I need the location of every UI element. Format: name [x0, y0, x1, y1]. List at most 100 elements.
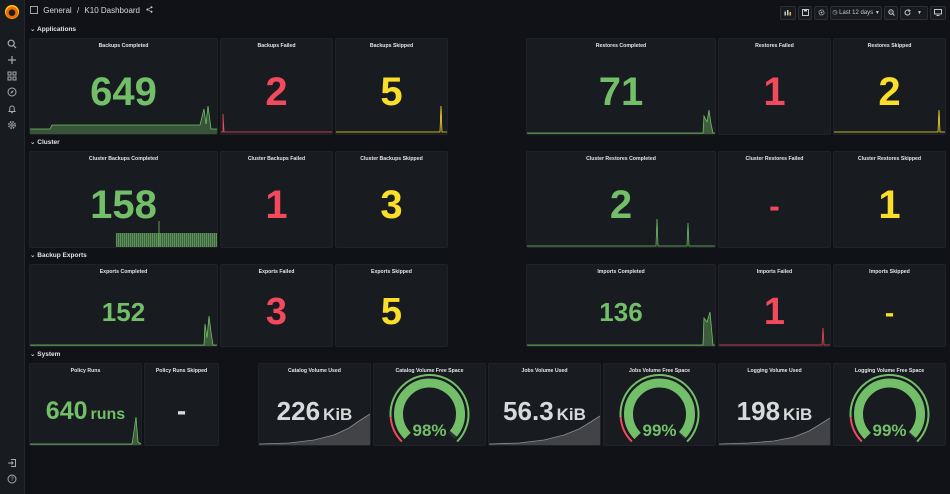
panel-backups-completed[interactable]: Backups Completed 649	[29, 38, 218, 135]
panel-title: Exports Failed	[258, 269, 295, 275]
chevron-down-icon: ▼	[874, 10, 880, 16]
settings-gear-icon[interactable]	[814, 6, 828, 20]
panel-title: Cluster Backups Skipped	[360, 156, 423, 162]
clock-icon: ◷	[832, 10, 838, 16]
panel-cluster-restores-failed[interactable]: Cluster Restores Failed -	[718, 151, 831, 248]
row-title-label: Cluster	[37, 139, 60, 146]
panel-exports-completed[interactable]: Exports Completed 152	[29, 264, 218, 347]
chevron-down-icon: ⌄	[30, 252, 36, 259]
panel-title: Catalog Volume Used	[288, 368, 341, 374]
panel-catalog-volume-used[interactable]: Catalog Volume Used 226 KiB	[258, 363, 371, 446]
svg-text:?: ?	[10, 477, 14, 483]
panel-title: Cluster Backups Completed	[88, 156, 159, 162]
row-system[interactable]: ⌄ System	[30, 350, 60, 358]
help-icon[interactable]: ?	[7, 474, 17, 484]
stat-value: 1	[763, 70, 786, 114]
stat-value-wrapper: 226 KiB	[259, 398, 370, 424]
sparkline	[834, 109, 945, 133]
panel-cluster-restores-skipped[interactable]: Cluster Restores Skipped 1	[833, 151, 946, 248]
gauge-value: 99%	[642, 421, 677, 440]
panel-jobs-volume-free[interactable]: Jobs Volume Free Space 99%	[603, 363, 716, 446]
panel-restores-failed[interactable]: Restores Failed 1	[718, 38, 831, 135]
stat-value: 1	[878, 183, 901, 227]
panel-cluster-restores-completed[interactable]: Cluster Restores Completed 2	[526, 151, 716, 248]
search-icon[interactable]	[7, 39, 17, 49]
time-range-picker[interactable]: ◷ Last 12 days ▼	[830, 6, 882, 20]
sparkline	[719, 417, 830, 445]
gauge-threshold-green	[849, 374, 930, 443]
panel-cluster-backups-failed[interactable]: Cluster Backups Failed 1	[220, 151, 333, 248]
stat-value: 71	[598, 70, 644, 114]
share-icon[interactable]	[146, 6, 153, 15]
alerting-icon[interactable]	[7, 104, 17, 114]
panel-logging-volume-used[interactable]: Logging Volume Used 198 KiB	[718, 363, 831, 446]
grafana-logo-icon[interactable]	[5, 5, 19, 19]
gauge-threshold-red	[849, 416, 863, 443]
gauge	[849, 374, 930, 443]
sign-in-icon[interactable]	[7, 458, 17, 468]
stat-unit: KiB	[323, 405, 353, 424]
panel-title: Catalog Volume Free Space	[395, 368, 464, 374]
panel-cluster-backups-skipped[interactable]: Cluster Backups Skipped 3	[335, 151, 448, 248]
gauge-value-arc	[624, 378, 695, 440]
panel-jobs-volume-used[interactable]: Jobs Volume Used 56.3 KiB	[488, 363, 601, 446]
row-title-label: Backup Exports	[37, 252, 87, 259]
panel-exports-failed[interactable]: Exports Failed 3	[220, 264, 333, 347]
row-title-label: Applications	[37, 26, 77, 33]
panel-restores-skipped[interactable]: Restores Skipped 2	[833, 38, 946, 135]
stat-value: 158	[90, 183, 157, 227]
row-backup-exports[interactable]: ⌄ Backup Exports	[30, 251, 87, 259]
time-range-label: Last 12 days	[839, 10, 874, 16]
panel-cluster-backups-completed[interactable]: Cluster Backups Completed 158	[29, 151, 218, 248]
stat-value: 3	[380, 183, 403, 227]
panel-title: Imports Completed	[597, 269, 645, 275]
stat-value: 56.3	[503, 396, 554, 426]
sparkline	[336, 105, 447, 133]
panel-title: Cluster Restores Completed	[586, 156, 656, 162]
stat-value: 1	[763, 291, 786, 333]
explore-icon[interactable]	[7, 87, 17, 97]
stat-value: 198	[736, 396, 781, 426]
stat-value: 226	[276, 396, 321, 426]
panel-exports-skipped[interactable]: Exports Skipped 5	[335, 264, 448, 347]
add-panel-icon[interactable]	[780, 6, 796, 20]
panel-policy-runs[interactable]: Policy Runs 640 runs	[29, 363, 142, 446]
panel-policy-runs-skipped[interactable]: Policy Runs Skipped -	[144, 363, 219, 446]
row-cluster[interactable]: ⌄ Cluster	[30, 138, 60, 146]
stat-value: 5	[380, 291, 403, 333]
panel-imports-completed[interactable]: Imports Completed 136	[526, 264, 716, 347]
breadcrumb-dashboard[interactable]: K10 Dashboard	[84, 6, 140, 15]
panel-restores-completed[interactable]: Restores Completed 71	[526, 38, 716, 135]
panel-title: Backups Skipped	[369, 43, 414, 49]
side-menu: ?	[0, 0, 25, 494]
gauge	[389, 374, 470, 443]
row-applications[interactable]: ⌄ Applications	[30, 25, 76, 33]
breadcrumb-folder[interactable]: General	[43, 6, 72, 15]
panel-backups-failed[interactable]: Backups Failed 2	[220, 38, 333, 135]
sparkline	[30, 315, 217, 346]
panel-imports-skipped[interactable]: Imports Skipped -	[833, 264, 946, 347]
zoom-out-icon[interactable]	[884, 6, 898, 20]
panel-title: Jobs Volume Used	[521, 368, 568, 374]
panel-title: Restores Skipped	[867, 43, 912, 49]
panel-catalog-volume-free[interactable]: Catalog Volume Free Space 98%	[373, 363, 486, 446]
gear-icon[interactable]	[7, 120, 17, 130]
stat-value: 2	[265, 70, 288, 114]
sparkline	[221, 113, 332, 133]
panel-logging-volume-free[interactable]: Logging Volume Free Space 99%	[833, 363, 946, 446]
stat-value: 1	[265, 183, 288, 227]
panel-title: Logging Volume Used	[747, 368, 802, 374]
gauge-value: 99%	[872, 421, 907, 440]
refresh-picker[interactable]: ▼	[900, 6, 928, 20]
sparkline	[489, 415, 600, 445]
gauge-threshold-green	[389, 374, 470, 443]
panel-imports-failed[interactable]: Imports Failed 1	[718, 264, 831, 347]
save-dashboard-icon[interactable]	[798, 6, 812, 20]
sparkline	[527, 218, 715, 247]
plus-icon[interactable]	[7, 55, 17, 65]
panel-backups-skipped[interactable]: Backups Skipped 5	[335, 38, 448, 135]
chevron-down-icon: ▼	[917, 10, 922, 16]
tv-mode-icon[interactable]	[930, 6, 946, 20]
dashboards-icon[interactable]	[7, 71, 17, 81]
panel-title: Cluster Restores Skipped	[857, 156, 922, 162]
